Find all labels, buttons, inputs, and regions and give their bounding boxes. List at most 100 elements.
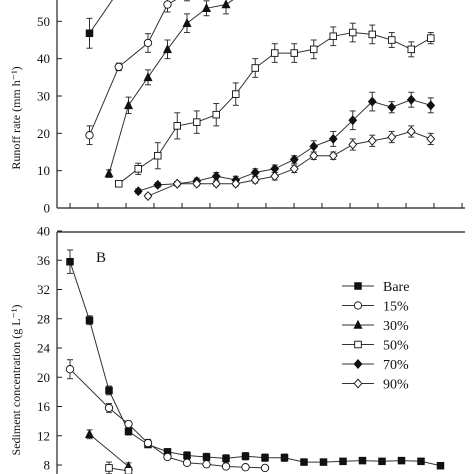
legend: Bare 15% 30% 50% 70% 90% [342, 280, 409, 393]
panel-a-data-point [173, 122, 181, 130]
panel-a-data-point [162, 44, 173, 54]
panel-b-ylabel: Sediment concentration (g L⁻¹) [9, 305, 23, 456]
panel-a-data-point [153, 179, 163, 190]
panel-b: 8 12 16 20 24 28 32 36 40 B Sediment concentrati… [9, 224, 445, 474]
panel-a: 0 10 20 30 40 50 Runoff rate (mm h⁻¹) [9, 0, 465, 216]
panel-a-data-point [192, 118, 201, 126]
panel-a-series-line [108, 0, 234, 174]
panel-a-data-point [231, 90, 240, 98]
panel-b-series-0 [66, 249, 445, 470]
panel-b-data-point [436, 461, 445, 470]
panel-a-y-tick-label: 30 [37, 89, 50, 104]
panel-a-data-point [328, 150, 338, 161]
panel-a-data-point [192, 178, 202, 189]
panel-a-data-point [328, 133, 338, 144]
legend-item: 30% [342, 319, 409, 334]
panel-b-data-point [260, 463, 270, 473]
panel-b-data-point [84, 428, 95, 439]
panel-b-label: B [96, 250, 106, 266]
panel-a-data-point [406, 94, 416, 105]
panel-b-data-point [261, 453, 269, 462]
legend-label: 50% [383, 339, 409, 354]
panel-b-data-point [222, 454, 230, 463]
panel-a-series-5 [143, 125, 436, 202]
panel-b-series-line [69, 368, 266, 469]
panel-b-y-tick-label: 40 [37, 224, 50, 239]
panel-b-series [65, 249, 445, 474]
panel-a-data-point [221, 0, 231, 9]
panel-b-series-3 [105, 461, 133, 474]
panel-a-y-tick-label: 10 [37, 163, 50, 178]
panel-b-data-point [182, 458, 192, 467]
panel-a-data-point [85, 29, 94, 38]
panel-b-data-point [104, 403, 114, 413]
panel-b-data-point [143, 438, 153, 448]
panel-a-data-point [406, 126, 416, 137]
panel-a-series-0 [85, 0, 113, 49]
panel-b-y-tick-label: 24 [37, 341, 51, 356]
panel-a-data-point [290, 49, 299, 57]
legend-marker [354, 340, 362, 349]
panel-a-y-tick-label: 40 [37, 51, 50, 66]
panel-a-data-point [250, 175, 260, 185]
panel-b-data-point [378, 457, 386, 466]
panel-a-data-point [367, 135, 377, 146]
legend-label: 70% [383, 358, 409, 373]
panel-b-data-point [105, 464, 113, 472]
panel-a-series-2 [104, 0, 234, 178]
panel-b-ticks: 8 12 16 20 24 28 32 36 40 [37, 224, 62, 473]
panel-a-ticks: 0 10 20 30 40 50 [37, 14, 463, 216]
panel-a-data-point [407, 45, 416, 54]
panel-a-data-point [329, 32, 338, 41]
panel-a-data-point [348, 139, 358, 150]
panel-b-series-1 [65, 359, 270, 473]
panel-a-y-tick-label: 0 [44, 201, 51, 216]
panel-a-series-1 [85, 0, 190, 146]
legend-item: 15% [342, 300, 409, 315]
panel-a-data-point [143, 38, 153, 48]
panel-b-data-point [124, 467, 133, 474]
legend-marker [353, 378, 363, 389]
panel-a-series-line [147, 130, 431, 197]
panel-a-data-point [182, 17, 192, 27]
panel-b-y-tick-label: 36 [37, 253, 51, 268]
legend-item: 90% [342, 378, 409, 393]
panel-a-ylabel: Runoff rate (mm h⁻¹) [9, 66, 23, 169]
panel-b-data-point [280, 453, 289, 462]
panel-a-data-point [367, 96, 377, 107]
legend-label: Bare [383, 280, 409, 295]
panel-a-data-point [123, 100, 134, 110]
panel-a-data-point [85, 131, 94, 140]
panel-a-data-point [387, 132, 397, 143]
panel-a-data-point [251, 64, 259, 72]
panel-a-data-point [388, 36, 396, 44]
panel-b-data-point [358, 456, 367, 465]
panel-b-series-line [89, 433, 129, 467]
panel-b-data-point [241, 452, 250, 460]
panel-a-data-point [143, 72, 153, 82]
legend-marker [353, 301, 363, 310]
legend-item: 70% [342, 358, 409, 373]
legend-marker [353, 319, 363, 329]
panel-a-data-point [310, 45, 318, 54]
panel-a-series-line [138, 99, 431, 192]
panel-a-data-point [201, 2, 212, 13]
panel-a-data-point [426, 100, 436, 111]
panel-a-data-point [104, 168, 114, 178]
panel-b-data-point [319, 458, 328, 466]
legend-marker [354, 282, 362, 290]
legend-marker [353, 359, 363, 369]
panel-a-data-point [231, 178, 241, 189]
panel-a-data-point [270, 171, 280, 182]
panel-b-data-point [300, 458, 308, 466]
panel-b-data-point [65, 365, 75, 374]
panel-a-data-point [289, 163, 299, 174]
panel-a-data-point [309, 150, 319, 161]
panel-b-y-tick-label: 32 [37, 282, 50, 297]
panel-b-y-tick-label: 12 [37, 428, 50, 443]
panel-b-data-point [66, 257, 74, 266]
panel-a-data-point [172, 178, 182, 189]
legend-label: 30% [383, 319, 409, 334]
panel-a-data-point [289, 154, 299, 165]
